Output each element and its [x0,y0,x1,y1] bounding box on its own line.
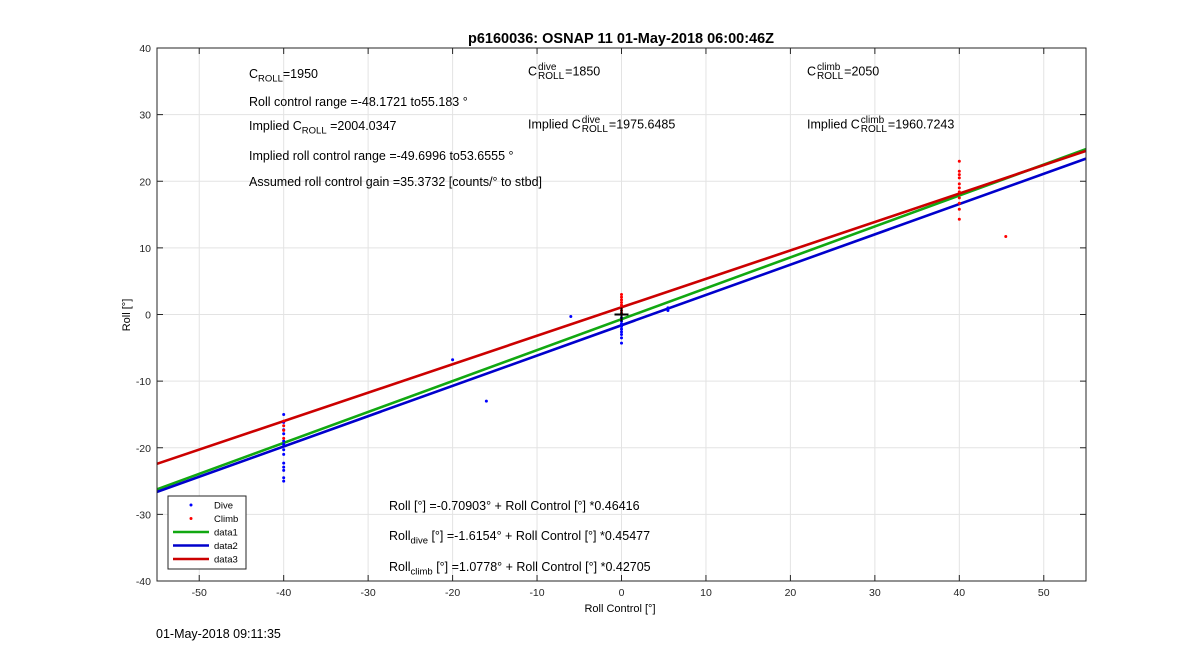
point-climb [957,190,961,194]
legend-label-dive: Dive [214,501,233,512]
x-tick-label: 30 [869,587,881,599]
legend-marker-climb [189,517,193,520]
y-tick-label: 30 [139,110,151,122]
point-dive [484,399,488,403]
annotation-roll-control-range: Roll control range =-48.1721 to55.183 ° [249,95,468,109]
point-dive [282,452,286,456]
point-climb [957,182,961,186]
point-climb [957,186,961,190]
annotation-fit-climb: Rollclimb [°] =1.0778° + Roll Control [°… [389,560,651,578]
point-dive [282,448,286,452]
y-tick-label: 0 [145,310,151,322]
y-tick-label: -20 [136,443,151,455]
point-dive [282,468,286,472]
y-tick-label: -40 [136,576,151,588]
point-dive [451,358,455,362]
footer-timestamp: 01-May-2018 09:11:35 [156,627,281,641]
axes: -50 -40 -30 -20 -10 0 10 20 30 40 50 -40 -30 -20 -10 0 1… [136,43,1087,599]
x-tick-label: -40 [276,587,291,599]
point-dive [620,332,623,336]
point-climb [957,159,961,163]
point-dive [282,476,286,480]
point-climb [620,293,623,297]
point-dive [282,439,286,443]
point-climb [282,424,286,428]
point-dive [282,432,286,436]
point-dive [282,461,286,465]
y-tick-label: -10 [136,376,151,388]
point-dive [282,442,286,446]
y-axis-label: Roll [°] [121,299,133,332]
x-tick-label: -20 [445,587,460,599]
x-tick-label: 10 [700,587,712,599]
point-climb [282,428,286,432]
point-climb [282,436,286,440]
point-climb [957,196,961,200]
point-dive [569,314,573,318]
point-dive [620,327,623,331]
point-dive [620,336,623,340]
origin-plus-marker [614,307,629,322]
annotation-c-roll: CROLL=1950 [249,67,318,85]
point-dive [666,306,670,310]
point-dive [620,324,623,328]
x-tick-label: 20 [785,587,797,599]
point-climb [957,201,961,205]
annotation-assumed-gain: Assumed roll control gain =35.3732 [coun… [249,175,543,189]
point-dive [620,341,623,345]
x-axis-label: Roll Control [°] [584,603,655,615]
x-tick-label: -30 [361,587,376,599]
annotation-implied-range: Implied roll control range =-49.6996 to5… [249,149,514,163]
point-climb [957,173,961,177]
point-climb [620,298,623,302]
data-points [282,159,1008,483]
point-climb [957,217,961,221]
point-climb [1004,235,1008,239]
point-dive [620,330,623,334]
y-tick-label: 10 [139,243,151,255]
y-tick-label: 40 [139,43,151,55]
point-dive [666,309,670,313]
point-climb [620,301,623,305]
x-tick-label: -50 [192,587,207,599]
point-climb [620,295,623,299]
legend-marker-dive [189,503,193,507]
legend-label-data3: data3 [214,555,238,566]
point-dive [620,322,623,326]
point-climb [620,303,623,307]
annotation-implied-c-roll: Implied CROLL =2004.0347 [249,119,397,137]
legend-label-data2: data2 [214,541,238,552]
point-dive [282,479,286,483]
point-climb [282,419,286,423]
legend-label-data1: data1 [214,528,238,539]
point-climb [957,207,961,211]
annotation-fit-dive: Rolldive [°] =-1.6154° + Roll Control [°… [389,529,651,547]
annotation-fit-all: Roll [°] =-0.70903° + Roll Control [°] *… [389,499,640,513]
point-climb [957,176,961,180]
point-climb [957,169,961,173]
legend: Dive Climb data1 data2 data3 [167,495,247,570]
chart-title: p6160036: OSNAP 11 01-May-2018 06:00:46Z [468,31,774,47]
point-dive [282,465,286,469]
x-tick-label: 0 [619,587,625,599]
x-tick-label: 40 [953,587,965,599]
y-tick-label: 20 [139,176,151,188]
x-tick-label: -10 [529,587,544,599]
legend-label-climb: Climb [214,514,238,525]
y-tick-label: -30 [136,509,151,521]
point-dive [282,412,286,416]
x-tick-label: 50 [1038,587,1050,599]
